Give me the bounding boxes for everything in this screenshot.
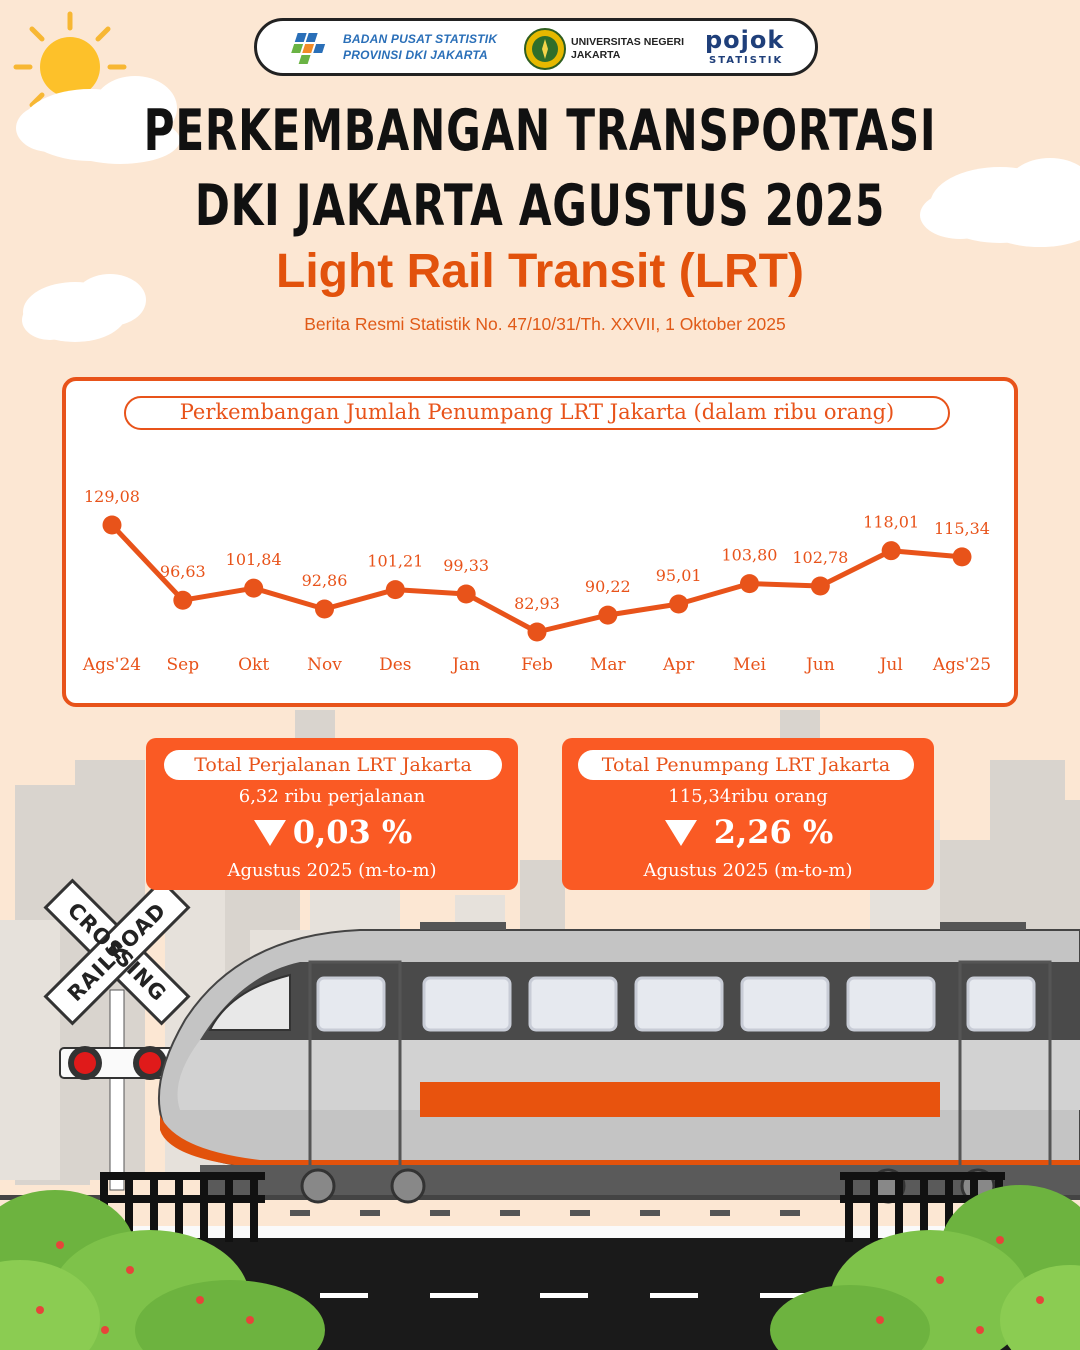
unj-logo-icon — [524, 28, 566, 70]
stat-title-perjalanan: Total Perjalanan LRT Jakarta — [164, 750, 502, 780]
chart-title: Perkembangan Jumlah Penumpang LRT Jakart… — [124, 396, 950, 430]
data-label: 96,63 — [160, 562, 206, 581]
x-tick-label: Des — [379, 655, 411, 675]
unj-line2: JAKARTA — [571, 49, 621, 61]
x-tick-label: Jun — [804, 655, 835, 675]
data-point — [527, 622, 547, 642]
header-logo-bar: BADAN PUSAT STATISTIK PROVINSI DKI JAKAR… — [254, 18, 818, 76]
stat-change-row-penumpang: 2,26 % — [562, 813, 934, 851]
line-chart: 129,08 Ags'24 96,63 Sep 101,84 Okt 92,86 Nov 101… — [82, 487, 991, 675]
data-point — [315, 599, 334, 619]
down-triangle-icon — [664, 820, 697, 846]
x-tick-label: Ags'25 — [932, 655, 991, 675]
data-label: 90,22 — [585, 577, 631, 596]
data-point — [952, 547, 972, 567]
x-tick-label: Mei — [733, 655, 766, 675]
stat-change-perjalanan: 0,03 % — [292, 813, 413, 851]
x-tick-label: Nov — [307, 655, 342, 675]
x-tick-label: Jul — [878, 655, 903, 675]
down-triangle-icon — [253, 820, 286, 846]
x-tick-label: Apr — [662, 655, 695, 675]
x-tick-label: Okt — [238, 655, 269, 675]
railroad-crossing-sign-icon — [43, 878, 191, 1026]
x-tick-label: Jan — [450, 655, 480, 675]
stat-change-penumpang: 2,26 % — [713, 813, 834, 851]
stat-period-perjalanan: Agustus 2025 (m-to-m) — [227, 860, 437, 881]
data-label: 115,34 — [934, 519, 990, 538]
data-point — [102, 515, 122, 535]
data-point — [173, 590, 193, 610]
series-line — [110, 523, 963, 635]
data-point — [456, 584, 476, 604]
page-title-line2: DKI JAKARTA AGUSTUS 2025 — [194, 173, 886, 239]
pojok-logo-word: pojok — [705, 26, 785, 54]
bps-name: BADAN PUSAT STATISTIK PROVINSI DKI JAKAR… — [343, 31, 497, 63]
bps-logo-icon — [291, 33, 326, 64]
data-label: 102,78 — [792, 548, 848, 567]
data-label: 101,84 — [226, 550, 282, 569]
data-point — [810, 576, 830, 596]
unj-line1: UNIVERSITAS NEGERI — [571, 36, 684, 48]
data-point — [244, 578, 264, 598]
data-label: 103,80 — [722, 546, 778, 565]
x-tick-label: Feb — [521, 655, 553, 675]
data-point — [598, 605, 618, 625]
stat-value-penumpang: 115,34ribu orang — [668, 786, 828, 807]
lrt-train-illustration — [157, 922, 1080, 1204]
bushes-right — [770, 1185, 1080, 1350]
data-label: 82,93 — [514, 594, 560, 613]
stat-value-perjalanan: 6,32 ribu perjalanan — [238, 786, 426, 807]
x-tick-label: Sep — [167, 655, 200, 675]
data-label: 99,33 — [443, 556, 489, 575]
bushes-left — [0, 1190, 325, 1350]
cloud-left-top — [16, 76, 180, 164]
stat-title-penumpang: Total Penumpang LRT Jakarta — [578, 750, 914, 780]
x-tick-label: Mar — [590, 655, 627, 675]
data-point — [385, 580, 405, 600]
bps-line1: BADAN PUSAT STATISTIK — [343, 32, 498, 46]
pojok-logo-statistik: STATISTIK — [709, 55, 784, 66]
chart-panel — [62, 377, 1018, 707]
data-point — [881, 541, 901, 561]
bps-line2: PROVINSI DKI JAKARTA — [343, 48, 488, 62]
cloud-left-mid — [22, 274, 146, 342]
data-label: 101,21 — [367, 552, 423, 571]
data-point — [669, 594, 689, 614]
cloud-right-top — [920, 158, 1080, 247]
source-note: Berita Resmi Statistik No. 47/10/31/Th. … — [304, 314, 786, 334]
data-label: 92,86 — [302, 571, 348, 590]
stat-change-row-perjalanan: 0,03 % — [146, 813, 518, 851]
x-tick-label: Ags'24 — [82, 655, 141, 675]
unj-name: UNIVERSITAS NEGERI JAKARTA — [571, 36, 684, 62]
stat-period-penumpang: Agustus 2025 (m-to-m) — [643, 860, 853, 881]
data-label: 129,08 — [84, 487, 140, 506]
data-point — [740, 574, 759, 594]
data-label: 95,01 — [656, 566, 702, 585]
page-title-line1: PERKEMBANGAN TRANSPORTASI — [143, 98, 937, 164]
data-label: 118,01 — [863, 513, 919, 532]
page-subtitle: Light Rail Transit (LRT) — [276, 245, 804, 298]
